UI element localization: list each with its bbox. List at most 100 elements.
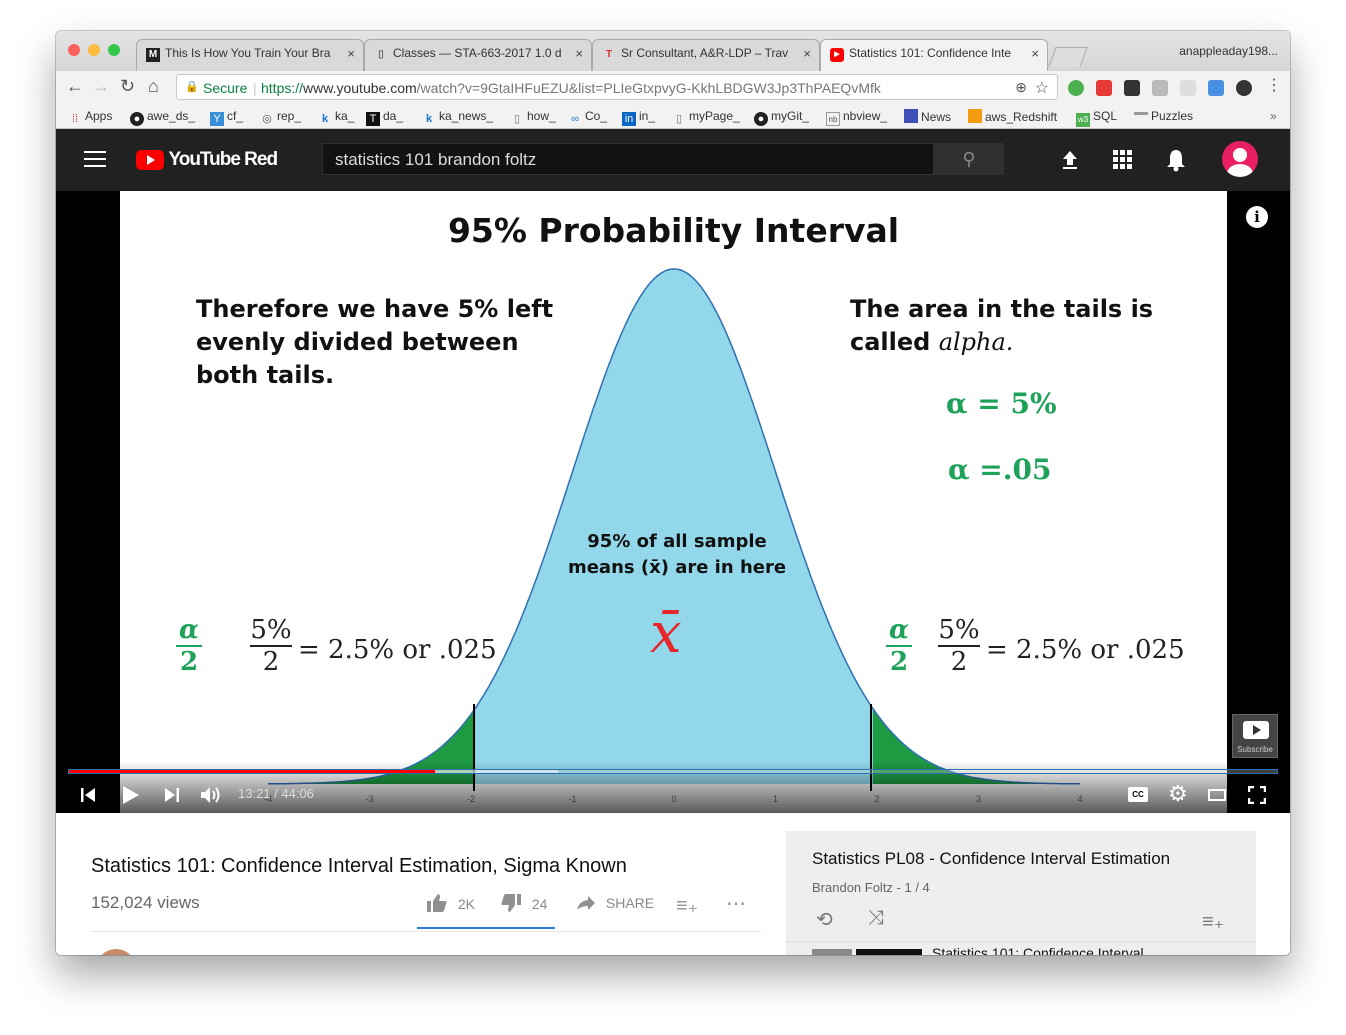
bookmarks-overflow-button[interactable]: »	[1270, 109, 1277, 123]
search-input[interactable]: statistics 101 brandon foltz	[322, 143, 934, 175]
more-actions-icon[interactable]: ⋯	[726, 893, 747, 915]
tab-youtube[interactable]: ▶ Statistics 101: Confidence Inte ×	[820, 39, 1048, 72]
bookmark-rep[interactable]: ◎ rep_	[260, 109, 301, 126]
bookmark-awe-ds[interactable]: ● awe_ds_	[130, 109, 195, 126]
left-explanation: Therefore we have 5% left evenly divided…	[196, 293, 553, 392]
video-info-area: Statistics 101: Confidence Interval Esti…	[56, 813, 1290, 955]
sql-icon: w3	[1076, 113, 1090, 127]
close-tab-icon[interactable]: ×	[803, 46, 811, 61]
youtube-logo[interactable]: YouTube Red	[136, 149, 278, 171]
share-button[interactable]: SHARE	[576, 895, 654, 911]
bookmark-mypage[interactable]: ▯ myPage_	[672, 109, 740, 126]
extension-red-icon[interactable]	[1096, 80, 1112, 96]
close-tab-icon[interactable]: ×	[575, 46, 583, 61]
bookmark-apps[interactable]: ⁞⁞ Apps	[68, 109, 112, 126]
minimize-window-button[interactable]	[88, 44, 100, 56]
reload-icon[interactable]: ↻	[120, 76, 136, 96]
theater-mode-icon[interactable]	[1208, 789, 1226, 801]
tab-travelers[interactable]: T Sr Consultant, A&R-LDP – Trav ×	[592, 39, 820, 71]
extension-dark-icon[interactable]	[1124, 80, 1140, 96]
extension-grey-icon[interactable]	[1152, 80, 1168, 96]
bookmark-ka[interactable]: k ka_	[318, 109, 354, 126]
extension-light-icon[interactable]	[1180, 80, 1196, 96]
tab-medium[interactable]: M This Is How You Train Your Bra ×	[136, 39, 364, 71]
extension-green-icon[interactable]	[1068, 80, 1084, 96]
play-icon[interactable]	[122, 785, 140, 810]
bookmark-ka-news[interactable]: k ka_news_	[422, 109, 493, 126]
bookmark-news[interactable]: News	[904, 109, 951, 124]
bookmark-sql[interactable]: w3 SQL	[1076, 109, 1117, 127]
playlist-thumbnail[interactable]	[812, 949, 852, 955]
apps-grid-icon: ⁞⁞	[71, 113, 79, 125]
playlist-title[interactable]: Statistics PL08 - Confidence Interval Es…	[812, 849, 1171, 868]
tab-classes[interactable]: ▯ Classes — STA-663-2017 1.0 d ×	[364, 39, 592, 71]
bookmark-label: SQL	[1093, 109, 1118, 123]
close-window-button[interactable]	[68, 44, 80, 56]
video-frame: -4-3-2-101234 95% Probability Interval T…	[120, 191, 1227, 813]
profile-name[interactable]: anappleaday198...	[1179, 44, 1278, 58]
view-count: 152,024 views	[91, 893, 200, 912]
fullscreen-icon[interactable]	[1247, 785, 1267, 809]
chrome-menu-icon[interactable]: ⋮	[1266, 77, 1282, 94]
playlist-thumbnail[interactable]	[856, 949, 922, 955]
bookmark-in[interactable]: in in_	[622, 109, 655, 126]
add-to-playlist-icon[interactable]: ≡₊	[1202, 911, 1225, 933]
home-icon[interactable]: ⌂	[148, 76, 159, 96]
address-bar[interactable]: 🔒 Secure | https://www.youtube.com/watch…	[176, 74, 1058, 100]
avatar[interactable]	[1222, 141, 1258, 177]
shuffle-icon[interactable]: ⤨	[868, 907, 884, 929]
logo-text: YouTube Red	[168, 149, 278, 170]
info-icon[interactable]: i	[1246, 206, 1268, 228]
video-progress-bar[interactable]	[68, 769, 1278, 774]
extension-blue-icon[interactable]	[1208, 80, 1224, 96]
volume-icon[interactable]	[200, 785, 224, 810]
apps-grid-icon[interactable]	[1113, 150, 1133, 175]
cf-icon: Y	[210, 112, 224, 126]
bookmark-label: nbview_	[843, 109, 888, 123]
zoom-icon[interactable]: ⊕	[1015, 79, 1027, 95]
notifications-bell-icon[interactable]	[1165, 148, 1187, 177]
dislike-button[interactable]: 24	[500, 893, 547, 913]
loop-icon[interactable]: ⟲	[816, 909, 833, 931]
bookmark-star-icon[interactable]: ☆	[1034, 80, 1049, 97]
previous-icon[interactable]	[80, 787, 96, 808]
hamburger-menu-icon[interactable]	[84, 151, 106, 167]
playlist-meta: Brandon Foltz - 1 / 4	[812, 880, 930, 895]
channel-avatar[interactable]	[96, 949, 136, 955]
bookmark-puzzles[interactable]: Puzzles	[1134, 109, 1193, 123]
next-icon[interactable]	[164, 787, 180, 808]
new-tab-button[interactable]	[1048, 47, 1088, 67]
add-to-playlist-icon[interactable]: ≡₊	[676, 895, 699, 917]
url-scheme: https://	[261, 80, 304, 96]
extension-s-icon[interactable]	[1236, 80, 1252, 96]
close-tab-icon[interactable]: ×	[347, 46, 355, 61]
bookmark-how[interactable]: ▯ how_	[510, 109, 556, 126]
close-tab-icon[interactable]: ×	[1031, 46, 1039, 61]
fraction-denominator: 2	[179, 647, 199, 677]
bookmark-aws-redshift[interactable]: aws_Redshift	[968, 109, 1057, 124]
back-arrow-icon[interactable]: ←	[66, 76, 84, 96]
playlist-next-item[interactable]: Statistics 101: Confidence Interval...	[932, 945, 1156, 955]
url-host: www.youtube.com	[303, 80, 417, 96]
github-icon: ●	[130, 112, 144, 126]
bookmark-co[interactable]: ∞ Co_	[568, 109, 607, 126]
search-button[interactable]: ⚲	[934, 143, 1004, 175]
bookmark-mygit[interactable]: ● myGit_	[754, 109, 809, 126]
divider	[91, 931, 761, 932]
upload-icon[interactable]	[1059, 149, 1081, 176]
thumbs-up-icon	[427, 894, 447, 912]
bookmark-nbview[interactable]: nb nbview_	[826, 109, 887, 126]
subscribe-watermark[interactable]: Subscribe	[1232, 714, 1278, 758]
settings-gear-icon[interactable]: ⚙	[1168, 781, 1188, 806]
like-button[interactable]: 2K	[426, 893, 475, 913]
captions-icon[interactable]: CC	[1128, 787, 1148, 802]
maximize-window-button[interactable]	[108, 44, 120, 56]
forward-arrow-icon[interactable]: →	[92, 76, 110, 96]
document-icon: ▯	[378, 49, 384, 60]
video-player[interactable]: -4-3-2-101234 95% Probability Interval T…	[56, 191, 1290, 813]
divider	[786, 941, 1256, 942]
slide-title: 95% Probability Interval	[447, 211, 900, 250]
